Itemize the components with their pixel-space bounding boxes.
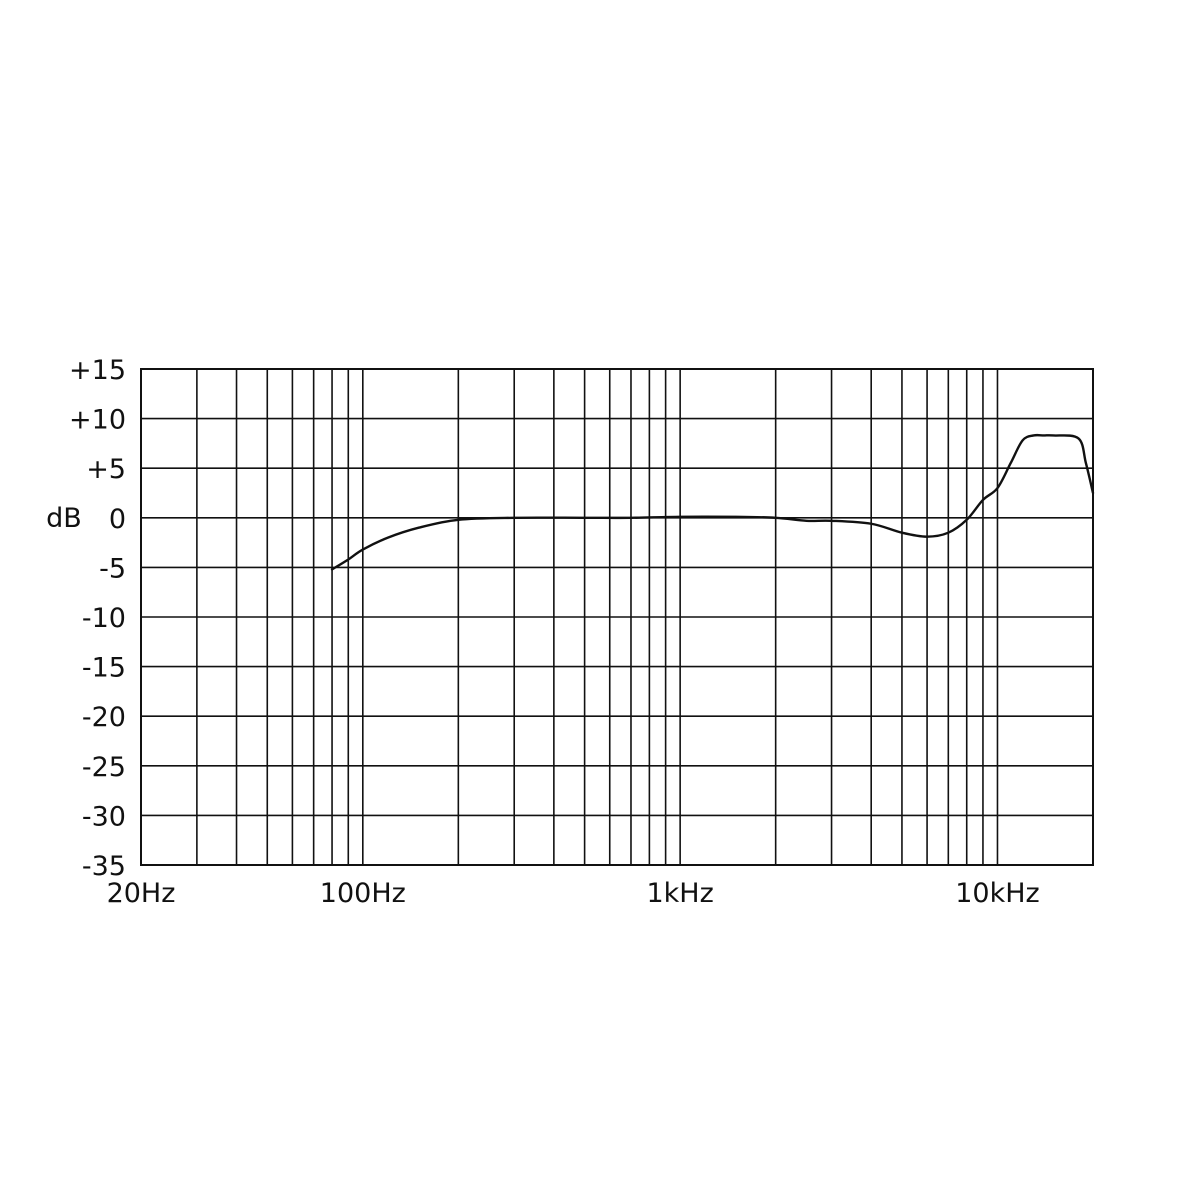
y-unit-label: dB bbox=[46, 503, 82, 534]
x-tick-label: 10kHz bbox=[955, 878, 1039, 909]
y-tick-label: -25 bbox=[82, 752, 126, 783]
plot-frame bbox=[140, 368, 1094, 866]
y-tick-label: -30 bbox=[82, 801, 126, 832]
y-tick-label: -35 bbox=[82, 851, 126, 882]
x-tick-label: 100Hz bbox=[320, 878, 406, 909]
x-tick-label: 1kHz bbox=[646, 878, 713, 909]
series-layer bbox=[330, 433, 1095, 571]
y-tick-label: -20 bbox=[82, 702, 126, 733]
plot-border bbox=[140, 368, 1094, 866]
y-tick-label: -5 bbox=[99, 553, 126, 584]
response-curve bbox=[330, 433, 1095, 571]
x-tick-labels: 20Hz 100Hz 1kHz 10kHz bbox=[107, 878, 1040, 909]
y-tick-label: -15 bbox=[82, 653, 126, 684]
y-tick-label: 0 bbox=[109, 504, 126, 535]
y-tick-label: +10 bbox=[69, 405, 126, 436]
y-tick-label: -10 bbox=[82, 603, 126, 634]
x-tick-label: 20Hz bbox=[107, 878, 176, 909]
y-tick-labels: +15 +10 +5 0 -5 -10 -15 -20 -25 -30 -35 bbox=[69, 355, 126, 882]
y-tick-label: +5 bbox=[86, 454, 126, 485]
grid bbox=[140, 368, 1094, 866]
y-tick-label: +15 bbox=[69, 355, 126, 386]
